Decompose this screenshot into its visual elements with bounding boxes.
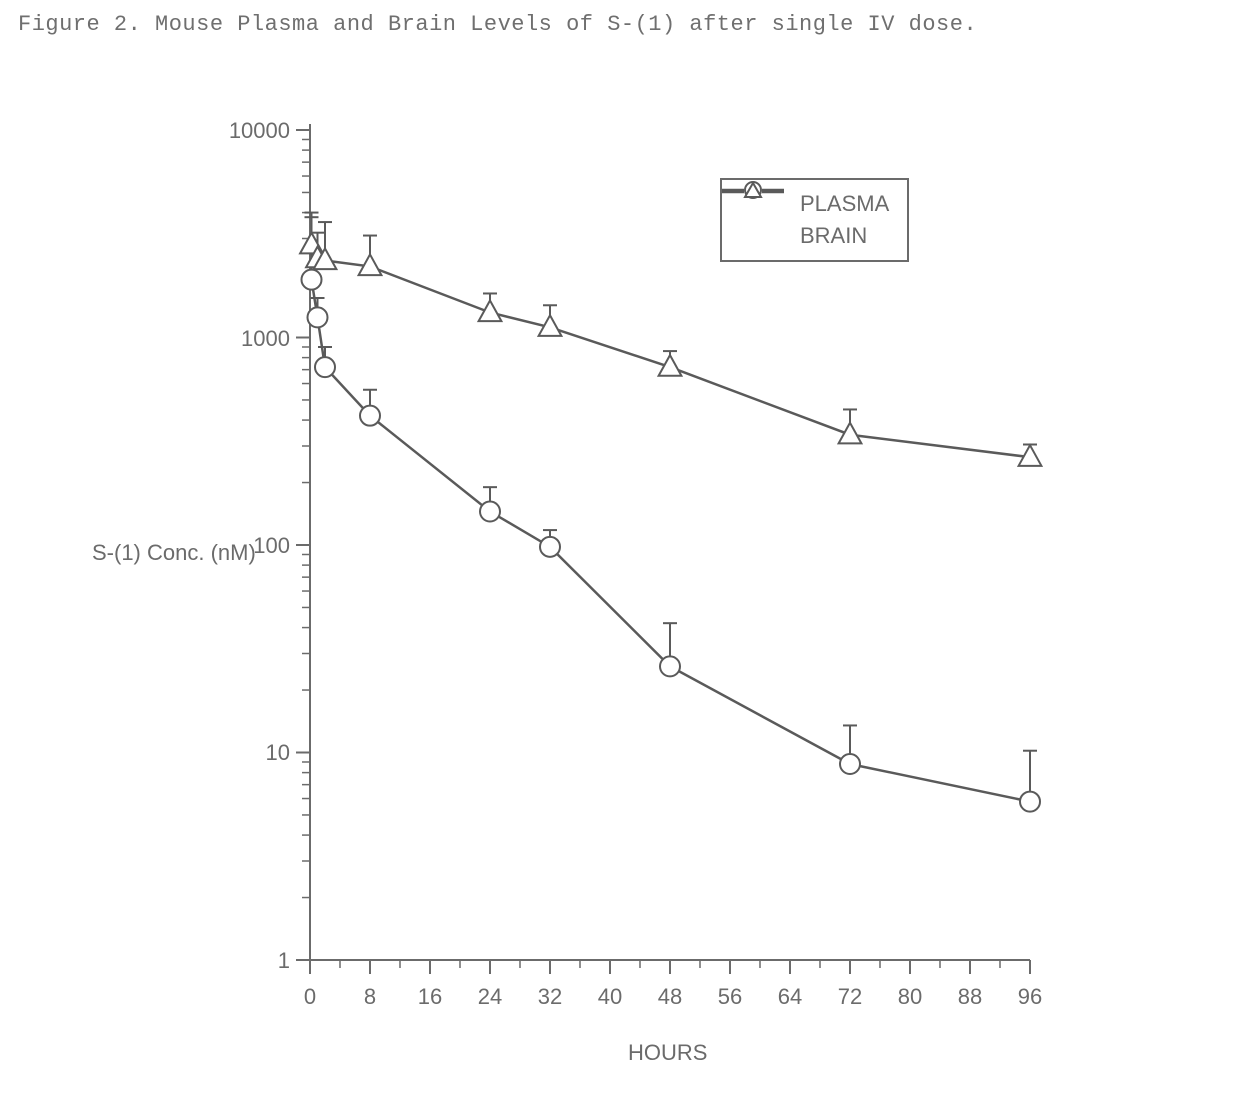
figure-page: Figure 2. Mouse Plasma and Brain Levels … (0, 0, 1240, 1116)
chart-plot (0, 0, 1240, 1116)
